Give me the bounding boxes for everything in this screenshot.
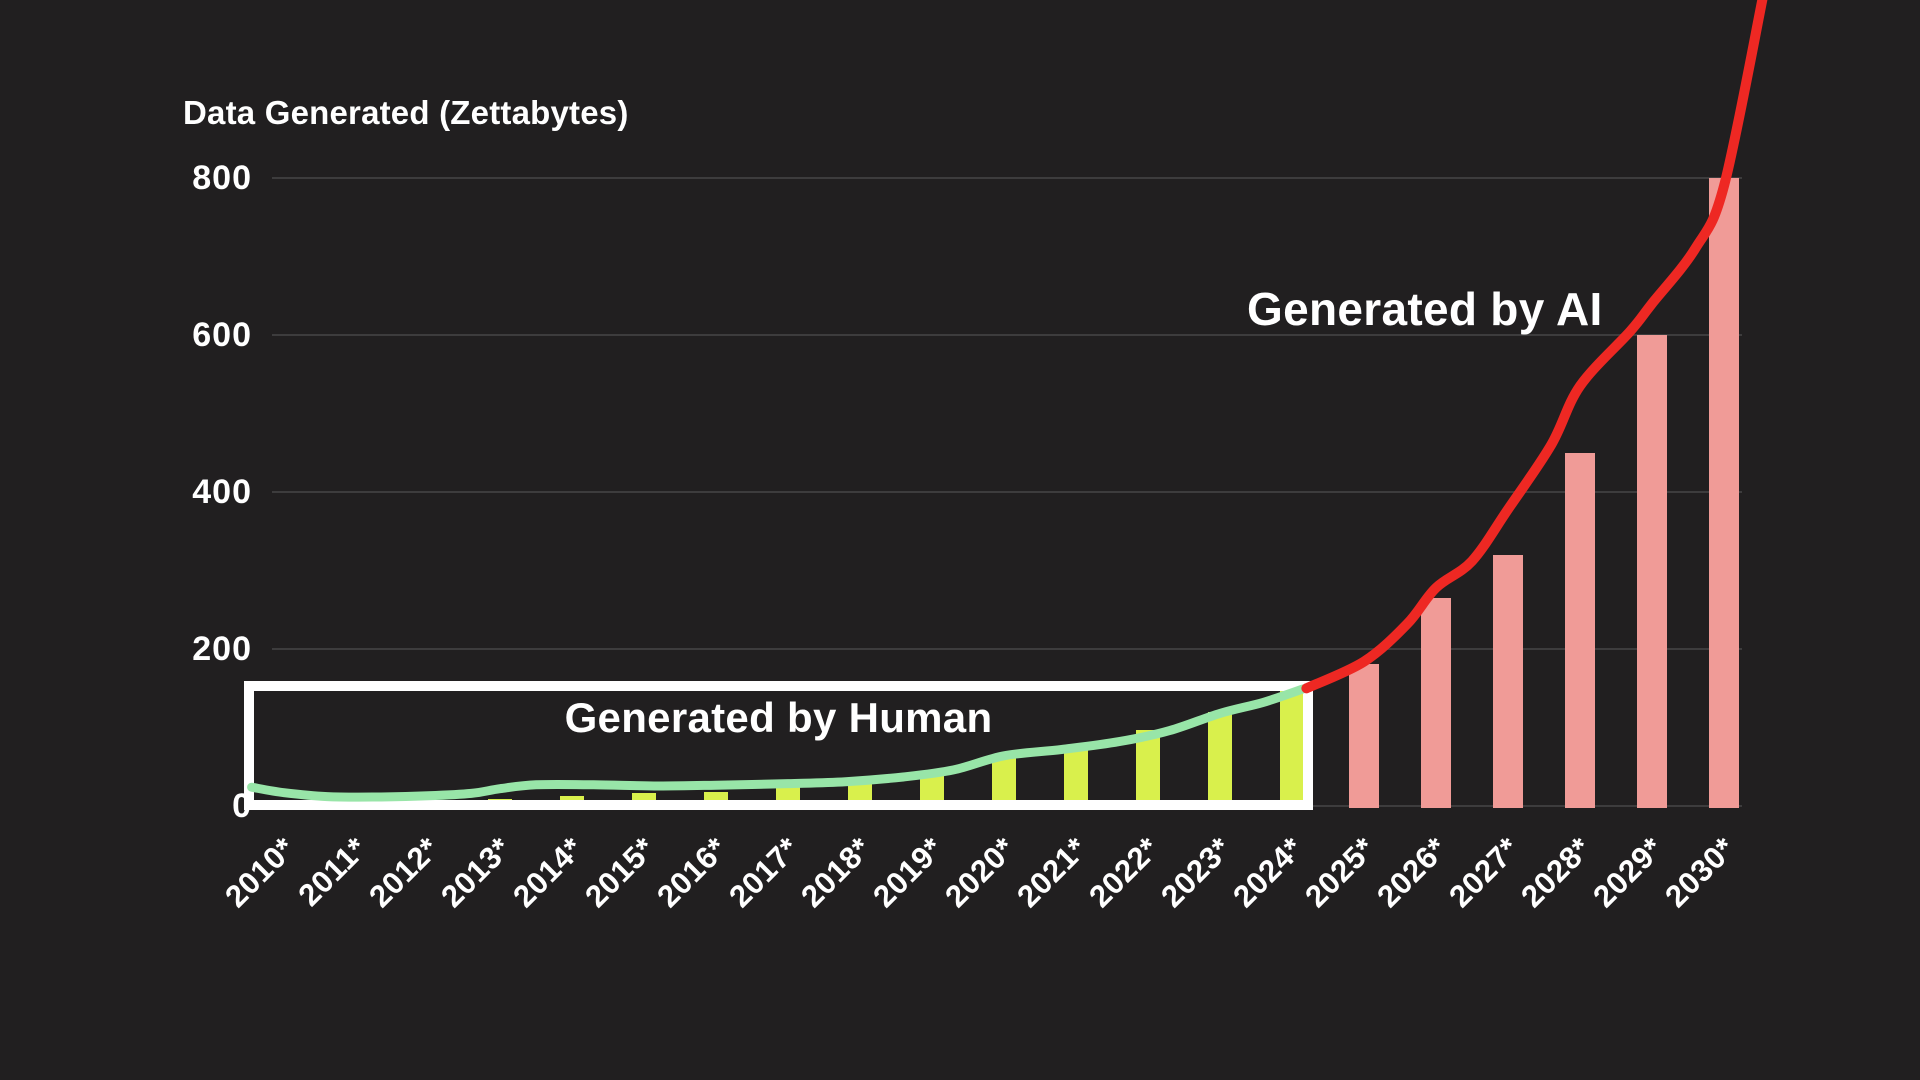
- bar-ai-2030: [1709, 178, 1739, 808]
- y-tick-label-800: 800: [192, 159, 252, 197]
- gridline-200: [272, 648, 1742, 650]
- bar-ai-2026: [1421, 597, 1451, 808]
- y-tick-label-200: 200: [192, 630, 252, 668]
- y-tick-label-400: 400: [192, 473, 252, 511]
- annotation-generated-by-human: Generated by Human: [564, 694, 993, 741]
- bar-ai-2028: [1565, 452, 1595, 808]
- bar-ai-2027: [1493, 554, 1523, 808]
- y-tick-label-600: 600: [192, 316, 252, 354]
- bar-ai-2025: [1349, 663, 1379, 808]
- ai-trend-line: [1301, 0, 1768, 694]
- gridline-800: [272, 177, 1742, 179]
- gridline-600: [272, 334, 1742, 336]
- y-tick-label-0: 0: [232, 787, 252, 825]
- gridline-400: [272, 491, 1742, 493]
- annotation-generated-by-ai: Generated by AI: [1247, 283, 1603, 335]
- bar-ai-2029: [1637, 335, 1667, 808]
- chart-title: Data Generated (Zettabytes): [183, 94, 629, 131]
